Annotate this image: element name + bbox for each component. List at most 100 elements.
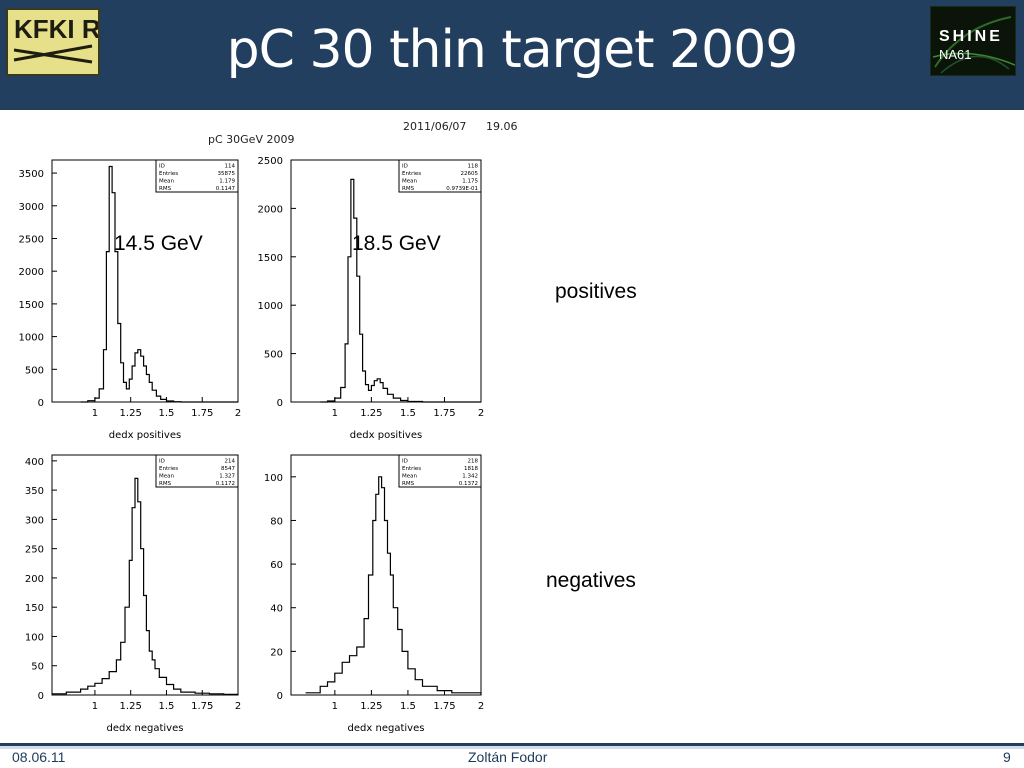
y-tick-label: 0 (38, 398, 44, 409)
y-tick-label: 1000 (258, 301, 283, 312)
stats-key: Mean (402, 179, 417, 185)
y-tick-label: 2500 (19, 234, 44, 245)
y-tick-label: 3500 (19, 169, 44, 180)
x-tick-label: 1.5 (400, 408, 416, 419)
x-tick-label: 1.75 (433, 408, 455, 419)
x-tick-label: 1.5 (159, 701, 175, 712)
stats-value: 0.9739E-01 (446, 186, 478, 192)
x-tick-label: 1 (92, 701, 98, 712)
x-tick-label: 1.25 (360, 701, 382, 712)
histogram-panel-1: 0 500 1000 1500 2000 2500 3000 3500 1 1.25 1.5 1.75… (19, 159, 241, 441)
energy-label-14-5: 14.5 GeV (114, 232, 203, 255)
plot-frame (51, 454, 239, 696)
y-tick-label: 250 (25, 545, 44, 556)
histogram-line (305, 476, 482, 695)
y-tick-label: 500 (264, 350, 283, 361)
y-tick-label: 2500 (258, 156, 283, 167)
y-tick-label: 1500 (19, 300, 44, 311)
stats-value: 118 (468, 164, 479, 170)
header-bar: KFKI RMKI pC 30 thin target 2009 SHINE N… (0, 0, 1024, 110)
y-tick-label: 50 (31, 662, 44, 673)
x-tick-label: 2 (235, 408, 241, 419)
stats-value: 1818 (464, 466, 478, 472)
y-tick-label: 60 (270, 560, 283, 571)
y-tick-label: 1500 (258, 253, 283, 264)
stats-key: ID (402, 164, 408, 170)
logo-right-text-bottom: NA61 (939, 47, 972, 62)
x-tick-label: 1 (332, 408, 338, 419)
histogram-panel-3: 0 50 100 150 200 250 300 350 400 1 1.25 1.5 1.75 2 ded… (25, 454, 241, 734)
kfki-rmki-logo: KFKI RMKI (6, 8, 148, 76)
footer-author: Zoltán Fodor (468, 749, 548, 765)
y-tick-label: 40 (270, 604, 283, 615)
x-tick-label: 1 (92, 408, 98, 419)
stats-key: Mean (159, 179, 174, 185)
stats-key: ID (159, 164, 165, 170)
x-tick-label: 1 (332, 701, 338, 712)
y-tick-label: 3000 (19, 202, 44, 213)
stats-value: 35875 (218, 171, 236, 177)
stats-box (398, 454, 482, 488)
plot-frame (290, 159, 482, 403)
stats-key: RMS (402, 186, 415, 192)
stats-key: Entries (159, 466, 178, 472)
y-tick-label: 2000 (258, 204, 283, 215)
stats-key: RMS (159, 186, 172, 192)
y-tick-label: 1000 (19, 333, 44, 344)
y-tick-label: 2000 (19, 267, 44, 278)
energy-label-18-5: 18.5 GeV (352, 232, 441, 255)
stats-key: ID (159, 459, 165, 465)
stats-key: Mean (402, 474, 417, 480)
footer-date: 08.06.11 (12, 749, 66, 765)
x-tick-label: 1.75 (191, 408, 213, 419)
histogram-canvas: pC 30GeV 2009 2011/06/07 19.06 0 500 1000 1… (0, 110, 530, 745)
slide-title: pC 30 thin target 2009 (226, 20, 799, 80)
y-tick-label: 100 (25, 632, 44, 643)
y-tick-label: 0 (277, 691, 283, 702)
stats-box (155, 159, 239, 193)
y-tick-label: 0 (38, 691, 44, 702)
stats-key: Entries (402, 171, 421, 177)
negatives-label: negatives (546, 569, 636, 592)
histogram-panel-2: 0 500 1000 1500 2000 2500 1 1.25 1.5 1.75 2 dedx po… (258, 156, 485, 441)
stats-box (155, 454, 239, 488)
shine-na61-logo: SHINE NA61 (930, 6, 1016, 76)
x-tick-label: 2 (478, 701, 484, 712)
y-tick-label: 150 (25, 603, 44, 614)
stats-value: 22605 (461, 171, 479, 177)
stats-key: RMS (402, 481, 415, 487)
stats-value: 1.175 (462, 179, 478, 185)
footer-page-number: 9 (1003, 749, 1011, 765)
stats-value: 0.1172 (216, 481, 235, 487)
x-tick-label: 2 (478, 408, 484, 419)
histogram-line (52, 477, 239, 695)
stats-key: RMS (159, 481, 172, 487)
stats-value: 8547 (221, 466, 235, 472)
stats-value: 1.179 (219, 179, 235, 185)
y-tick-label: 300 (25, 515, 44, 526)
footer-rule (0, 743, 1024, 746)
y-tick-label: 80 (270, 516, 283, 527)
histogram-line (80, 165, 238, 403)
y-tick-label: 400 (25, 457, 44, 468)
x-tick-label: 1.25 (360, 408, 382, 419)
x-tick-label: 1.5 (159, 408, 175, 419)
stats-value: 0.1147 (216, 186, 236, 192)
canvas-date: 2011/06/07 (403, 120, 466, 133)
x-tick-label: 1.75 (191, 701, 213, 712)
x-axis-label: dedx positives (109, 430, 181, 441)
stats-value: 1.342 (462, 474, 478, 480)
x-tick-label: 1.25 (120, 701, 142, 712)
logo-right-text-top: SHINE (939, 28, 1003, 45)
stats-key: Entries (402, 466, 421, 472)
y-tick-label: 100 (264, 473, 283, 484)
x-axis-label: dedx negatives (348, 723, 425, 734)
y-tick-label: 0 (277, 398, 283, 409)
stats-value: 114 (225, 164, 236, 170)
x-tick-label: 1.75 (433, 701, 455, 712)
x-tick-label: 2 (235, 701, 241, 712)
canvas-time: 19.06 (486, 120, 518, 133)
stats-value: 1.327 (219, 474, 235, 480)
histogram-canvas-svg: pC 30GeV 2009 2011/06/07 19.06 050010001… (19, 120, 518, 734)
x-axis-label: dedx negatives (107, 723, 184, 734)
